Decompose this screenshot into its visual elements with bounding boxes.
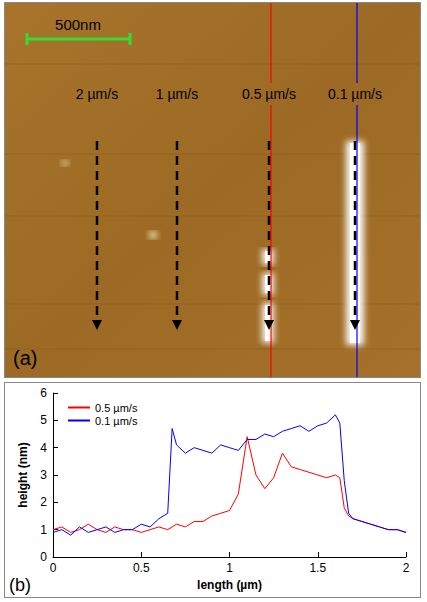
svg-text:height (nm): height (nm) <box>16 442 30 507</box>
svg-text:0: 0 <box>50 561 57 575</box>
svg-text:0.5 µm/s: 0.5 µm/s <box>95 402 138 414</box>
svg-text:0.5 µm/s: 0.5 µm/s <box>242 86 296 102</box>
svg-text:0.1 µm/s: 0.1 µm/s <box>95 415 138 427</box>
svg-text:6: 6 <box>40 386 47 400</box>
svg-text:2: 2 <box>403 561 410 575</box>
svg-text:0: 0 <box>40 550 47 564</box>
svg-text:length (µm): length (µm) <box>197 578 262 592</box>
svg-text:500nm: 500nm <box>55 16 101 33</box>
svg-text:2 µm/s: 2 µm/s <box>76 86 118 102</box>
svg-text:5: 5 <box>40 413 47 427</box>
svg-text:2: 2 <box>40 495 47 509</box>
svg-text:1: 1 <box>226 561 233 575</box>
svg-text:0.5: 0.5 <box>133 561 150 575</box>
svg-text:0.1 µm/s: 0.1 µm/s <box>328 86 382 102</box>
svg-text:(b): (b) <box>9 575 31 595</box>
svg-text:1.5: 1.5 <box>309 561 326 575</box>
svg-text:(a): (a) <box>13 347 37 369</box>
svg-text:1: 1 <box>40 523 47 537</box>
svg-text:3: 3 <box>40 468 47 482</box>
svg-text:4: 4 <box>40 441 47 455</box>
svg-text:1 µm/s: 1 µm/s <box>156 86 198 102</box>
